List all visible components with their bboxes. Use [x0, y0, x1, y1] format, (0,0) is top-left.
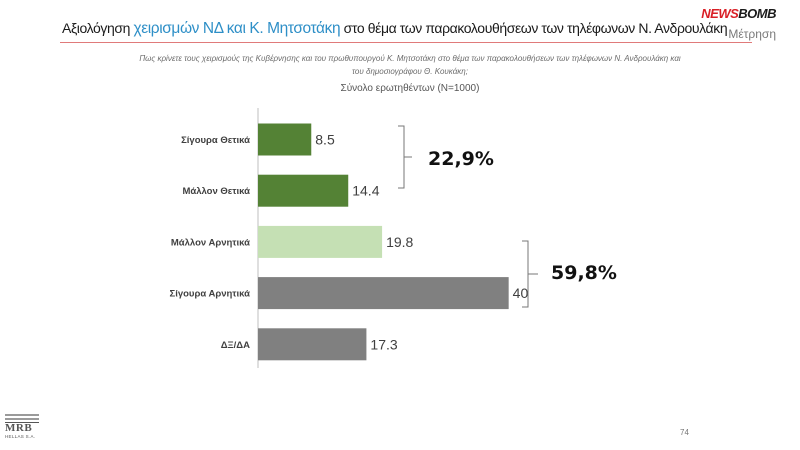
- negative-group-total: 59,8%: [551, 262, 617, 284]
- title-underline: [60, 42, 752, 43]
- newsbomb-logo: NEWSBOMB: [701, 6, 776, 21]
- title-highlight: χειρισμών ΝΔ και Κ. Μητσοτάκη: [133, 20, 341, 37]
- bar: [258, 225, 383, 258]
- category-label: Σίγουρα Θετικά: [181, 135, 250, 146]
- data-label: 40: [513, 285, 529, 301]
- sample-base: Σύνολο ερωτηθέντων (N=1000): [340, 83, 480, 94]
- bar: [258, 328, 367, 361]
- mrb-logo-stripes: [5, 414, 45, 420]
- question-line-2: του δημοσιογράφου Θ. Κουκάκη;: [352, 67, 468, 76]
- positive-group-total: 22,9%: [428, 148, 494, 170]
- data-label: 19.8: [386, 234, 413, 250]
- negative-group-bracket: [522, 240, 540, 308]
- survey-question: Πως κρίνετε τους χειρισμούς της Κυβέρνησ…: [70, 52, 750, 78]
- category-label: Μάλλον Αρνητικά: [171, 237, 250, 248]
- survey-label: Μέτρηση: [727, 27, 776, 41]
- data-label: 17.3: [370, 336, 397, 352]
- title-suffix: στο θέμα των παρακολουθήσεων των τηλέφων…: [340, 20, 728, 36]
- logo-bomb-text: BOMB: [738, 6, 776, 21]
- data-label: 8.5: [315, 132, 335, 148]
- logo-news-text: NEWS: [701, 6, 739, 21]
- bar: [258, 123, 312, 156]
- mrb-logo-sub: HELLAS S.A.: [5, 434, 36, 439]
- bar: [258, 174, 349, 207]
- bar: [258, 277, 509, 310]
- data-label: 14.4: [352, 183, 379, 199]
- positive-group-bracket: [398, 125, 414, 189]
- category-label: Μάλλον Θετικά: [182, 186, 250, 197]
- category-label: Σίγουρα Αρνητικά: [170, 289, 251, 300]
- category-label: ΔΞ/ΔΑ: [221, 340, 250, 351]
- title-prefix: Αξιολόγηση: [62, 20, 134, 36]
- chart-title: Αξιολόγηση χειρισμών ΝΔ και Κ. Μητσοτάκη…: [62, 20, 752, 38]
- mrb-logo: MRB HELLAS S.A.: [5, 414, 45, 439]
- page-number: 74: [680, 428, 689, 437]
- mrb-logo-name: MRB: [5, 422, 39, 434]
- question-line-1: Πως κρίνετε τους χειρισμούς της Κυβέρνησ…: [139, 54, 681, 63]
